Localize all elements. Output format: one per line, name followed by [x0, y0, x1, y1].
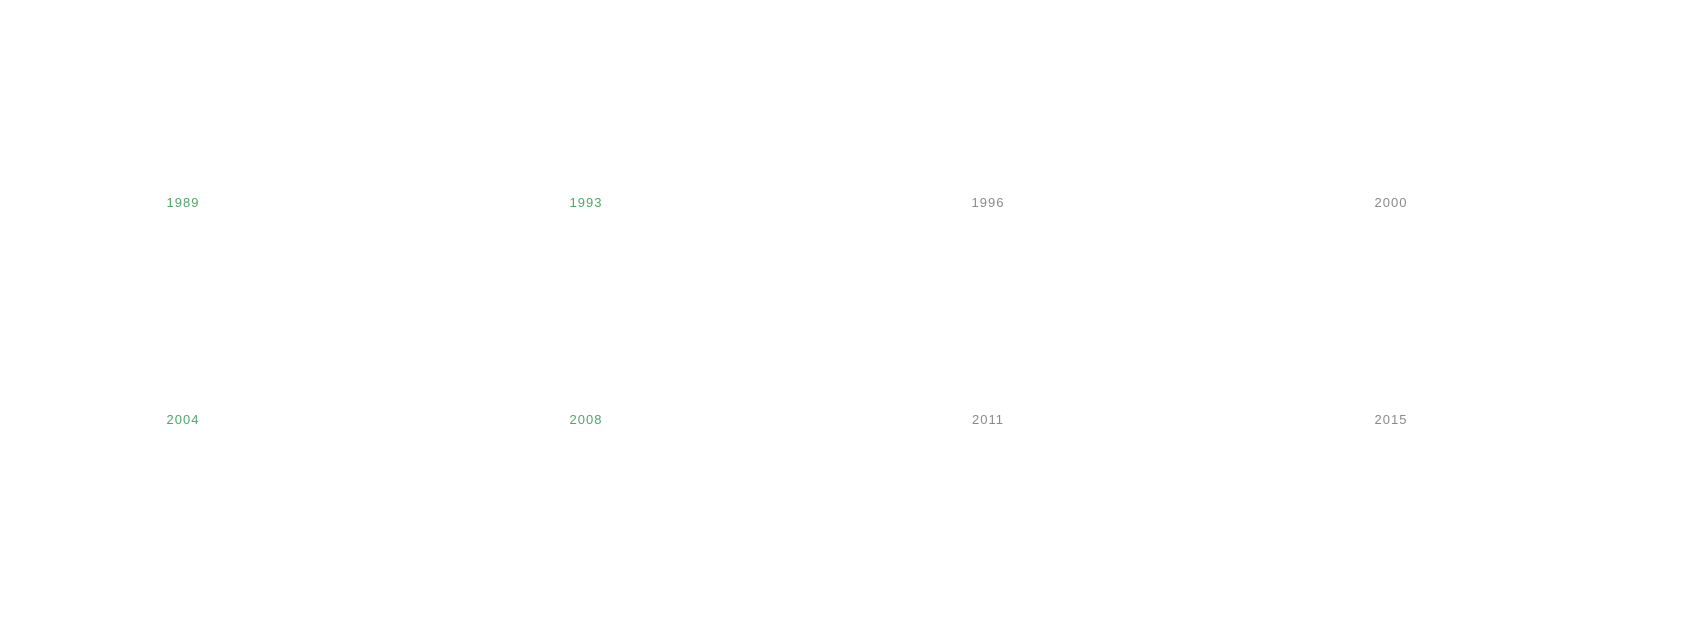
- year-label: 2008: [569, 412, 603, 427]
- year-label: 2004: [166, 412, 200, 427]
- year-label: 2011: [972, 412, 1004, 427]
- year-label: 2000: [1374, 195, 1408, 210]
- year-label: 2015: [1374, 412, 1408, 427]
- year-label: 1996: [971, 195, 1005, 210]
- year-label: 1993: [569, 195, 603, 210]
- year-label: 1989: [166, 195, 200, 210]
